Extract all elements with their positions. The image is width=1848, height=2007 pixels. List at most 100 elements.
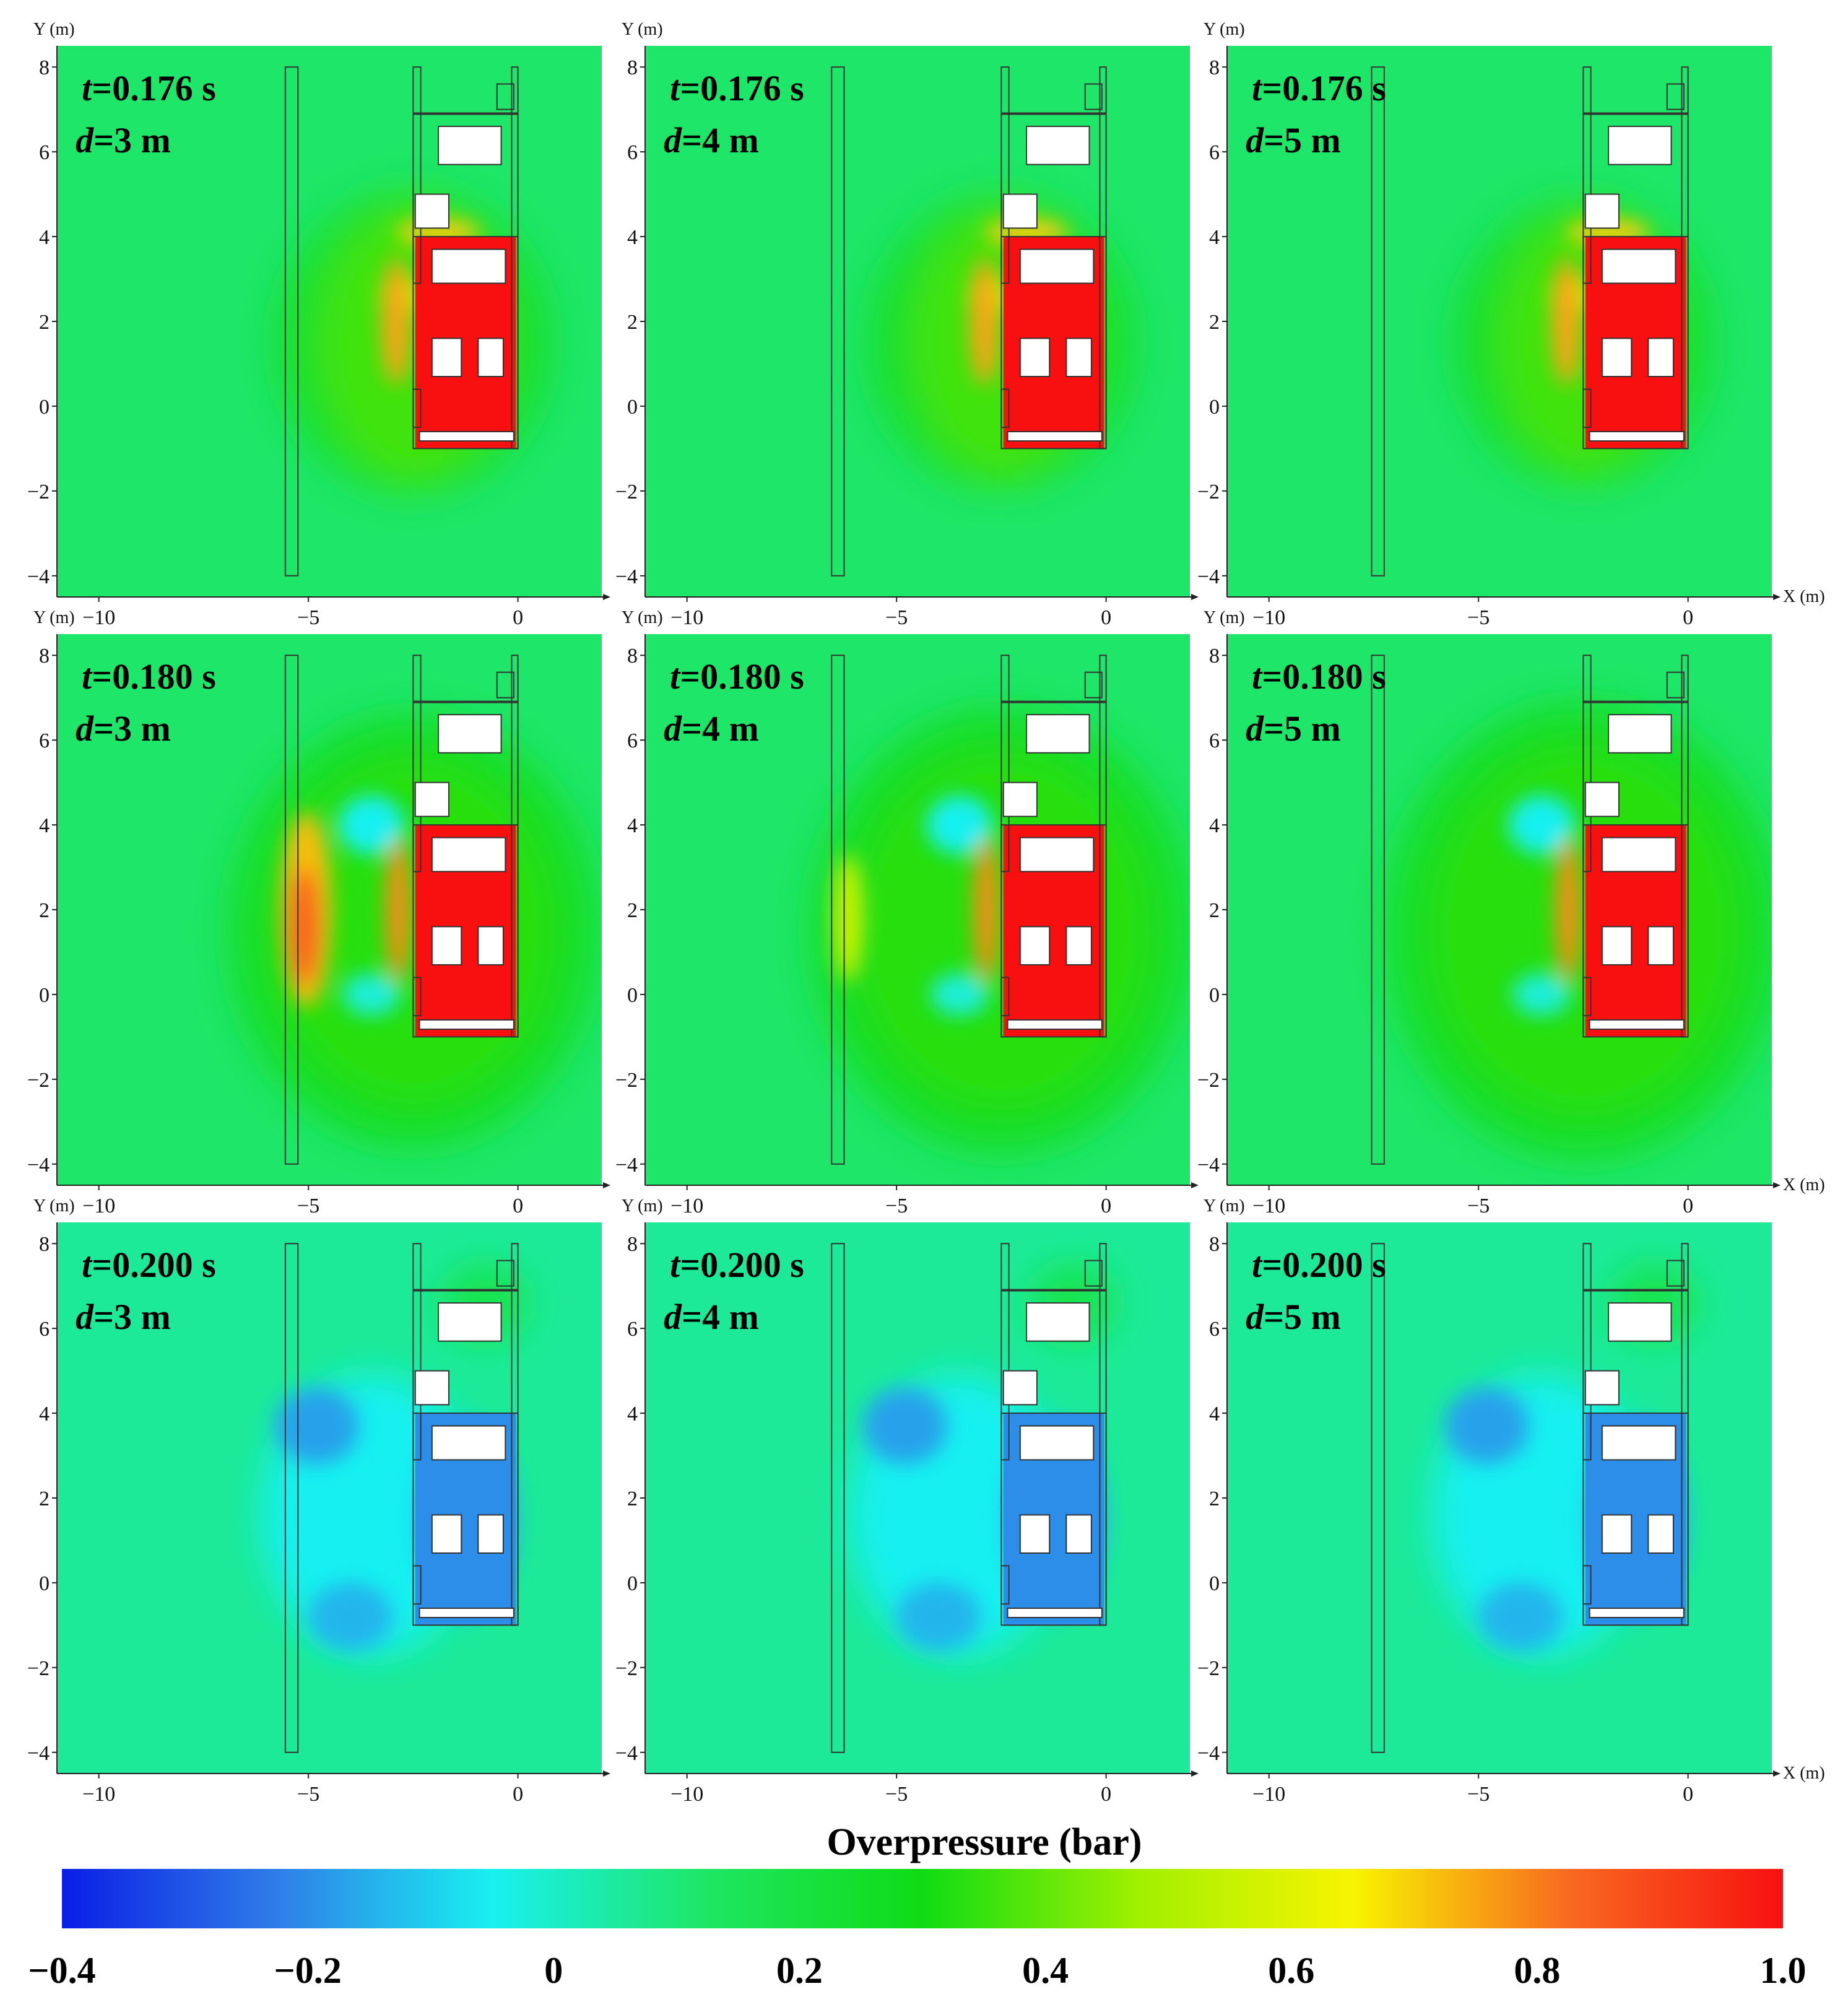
axes: Y (m) 8 6 4 2 0 −2 −4 −10 −5 0 — [27, 608, 610, 1217]
distance-value: =5 m — [1264, 120, 1341, 160]
y-tick-label: 2 — [1209, 1487, 1220, 1510]
upper-window — [438, 714, 502, 754]
distance-symbol: d — [664, 1297, 682, 1337]
x-tick-label: −5 — [1467, 1195, 1490, 1217]
door-right — [1065, 337, 1092, 378]
distance-label: d=4 m — [664, 1297, 759, 1337]
structure — [1371, 66, 1689, 577]
x-axis-arrow — [1773, 1182, 1781, 1188]
openings — [414, 126, 514, 442]
y-tick-label: 0 — [39, 396, 50, 419]
rarefaction-upper — [337, 795, 405, 855]
time-label: t=0.176 s — [82, 68, 216, 108]
vent-box — [1084, 83, 1103, 110]
y-tick-label: 8 — [39, 56, 50, 79]
vent-box — [1666, 671, 1685, 699]
door-left — [1019, 926, 1051, 966]
axes: Y (m) 8 6 4 2 0 −2 −4 −10 −5 0 — [615, 1196, 1199, 1806]
x-tick-label: −10 — [82, 1783, 115, 1806]
pressure-edge — [974, 837, 999, 982]
container-left-post — [1000, 655, 1010, 873]
wide-window — [1601, 248, 1677, 284]
x-axis-arrow — [1191, 1182, 1199, 1188]
x-tick-label: 0 — [513, 606, 523, 629]
door-right — [477, 1514, 504, 1554]
negative-core-upper — [1445, 1388, 1529, 1465]
vent-box — [1666, 1260, 1685, 1287]
negative-core-upper — [275, 1388, 359, 1465]
axes: Y (m) X (m) 8 6 4 2 0 −2 −4 −10 −5 0 — [1197, 20, 1825, 629]
container-left-foot — [1582, 388, 1592, 429]
y-tick-label: 2 — [1209, 311, 1220, 334]
colorbar-title: Overpressure (bar) — [826, 1821, 1142, 1863]
wide-window — [431, 248, 506, 284]
upper-window — [438, 126, 502, 165]
barrier-wall — [284, 66, 299, 577]
y-tick-label: −4 — [615, 1742, 638, 1765]
distance-symbol: d — [1246, 1297, 1264, 1337]
floor-slab — [1007, 1019, 1103, 1030]
y-tick-label: 4 — [627, 814, 638, 837]
vent-box — [496, 1260, 514, 1287]
time-symbol: t — [82, 68, 93, 108]
time-label: t=0.176 s — [1252, 68, 1386, 108]
upper-window — [438, 1302, 502, 1342]
colorbar-bar — [62, 1869, 1783, 1928]
x-tick-label: −5 — [885, 606, 908, 629]
building-outline — [1582, 236, 1689, 450]
y-axis-name: Y (m) — [33, 20, 75, 39]
door-left — [1601, 337, 1633, 378]
time-symbol: t — [82, 656, 93, 697]
y-tick-label: 4 — [1209, 226, 1220, 249]
distance-value: =3 m — [93, 708, 171, 749]
container-left-foot — [1000, 977, 1010, 1017]
x-tick-label: −10 — [82, 606, 115, 629]
floor-slab — [1589, 1608, 1685, 1619]
y-axis-name: Y (m) — [622, 608, 663, 627]
vent-box — [1666, 83, 1685, 110]
x-tick-label: −10 — [1252, 1783, 1285, 1806]
x-tick-label: 0 — [513, 1195, 523, 1217]
barrier-wall — [831, 66, 845, 577]
building-outline — [1000, 1413, 1107, 1626]
panel-2-0: Y (m) 8 6 4 2 0 −2 −4 −10 −5 0 t=0.200 s d=3 m — [27, 1196, 610, 1806]
rarefaction-lower — [1512, 973, 1571, 1016]
axes: Y (m) 8 6 4 2 0 −2 −4 −10 −5 0 — [615, 608, 1199, 1217]
y-tick-label: 4 — [1209, 1403, 1220, 1426]
x-tick-label: −10 — [670, 1783, 703, 1806]
time-value: =0.180 s — [680, 656, 804, 697]
negative-core-lower — [1478, 1582, 1563, 1651]
x-tick-label: −5 — [297, 1783, 319, 1806]
x-tick-label: −5 — [885, 1195, 908, 1217]
field-sharp-layer — [1507, 795, 1582, 1016]
openings — [1584, 1302, 1685, 1619]
door-right — [477, 926, 504, 966]
door-left — [431, 1514, 462, 1554]
y-tick-label: −2 — [27, 1069, 50, 1092]
distance-value: =5 m — [1264, 708, 1341, 749]
building-outline — [412, 236, 519, 450]
field-sharp-layer — [833, 795, 999, 1016]
distance-symbol: d — [1246, 120, 1264, 160]
y-tick-label: −4 — [27, 1154, 50, 1177]
container-left-post — [1000, 66, 1010, 284]
container-left-foot — [1000, 1565, 1010, 1605]
x-tick-label: 0 — [513, 1783, 523, 1806]
building-outline — [1582, 1413, 1689, 1626]
wall-reflection-peak — [289, 867, 319, 986]
openings — [414, 714, 514, 1030]
upper-window — [1608, 1302, 1672, 1342]
structure — [284, 1243, 519, 1753]
floor-slab — [1589, 1019, 1685, 1030]
building-outline — [1582, 824, 1689, 1038]
door-left — [431, 926, 462, 966]
distance-value: =5 m — [1264, 1297, 1341, 1337]
side-window — [1002, 781, 1038, 817]
colorbar-tick-label: 0.8 — [1514, 1950, 1560, 1991]
side-window — [1584, 193, 1620, 229]
y-tick-label: 2 — [39, 899, 50, 922]
y-tick-label: 8 — [39, 1233, 50, 1256]
structure — [284, 655, 519, 1165]
x-tick-label: −10 — [1252, 606, 1285, 629]
